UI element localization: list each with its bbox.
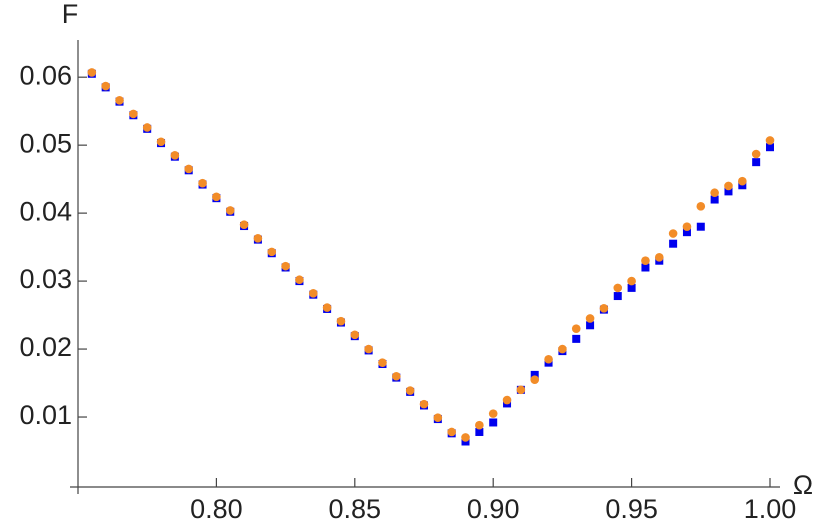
y-tick-label: 0.05	[19, 128, 72, 158]
point	[752, 158, 761, 167]
point	[654, 253, 664, 262]
point	[627, 283, 636, 292]
point	[184, 164, 194, 174]
y-tick-label: 0.04	[19, 196, 72, 226]
point	[530, 370, 539, 379]
point	[488, 409, 498, 418]
y-tick-label: 0.02	[19, 332, 72, 362]
point	[364, 344, 373, 354]
x-tick-label: 0.85	[329, 494, 382, 524]
point	[419, 399, 429, 409]
point	[129, 109, 138, 119]
point	[738, 176, 747, 186]
point	[392, 371, 401, 381]
point	[295, 275, 304, 285]
point	[613, 283, 623, 293]
point	[350, 330, 360, 340]
point	[239, 220, 249, 229]
point	[502, 395, 512, 405]
point	[115, 95, 124, 105]
point	[101, 81, 110, 91]
point	[627, 276, 636, 286]
point	[378, 358, 387, 367]
point	[142, 123, 152, 132]
point	[669, 239, 678, 248]
x-axis-label: Ω	[793, 470, 813, 500]
point	[475, 427, 484, 436]
point	[322, 303, 332, 312]
point	[489, 418, 498, 427]
point	[682, 222, 692, 232]
point	[641, 263, 650, 272]
point	[724, 187, 733, 196]
point	[710, 188, 719, 198]
point	[308, 289, 318, 298]
x-tick-label: 0.90	[467, 494, 520, 524]
x-tick-label: 0.80	[190, 494, 243, 524]
point	[613, 292, 622, 301]
point	[641, 256, 650, 266]
point	[751, 149, 761, 159]
point	[586, 321, 595, 330]
point	[571, 324, 581, 333]
point	[405, 386, 415, 395]
y-tick-label: 0.06	[19, 60, 72, 90]
point	[558, 344, 567, 354]
point	[212, 192, 221, 202]
point	[765, 136, 775, 145]
point	[668, 229, 678, 238]
point	[461, 433, 470, 442]
point	[724, 181, 733, 191]
point	[281, 261, 290, 271]
point	[766, 143, 774, 152]
point	[170, 151, 180, 160]
point	[696, 222, 705, 231]
point	[710, 195, 719, 204]
y-tick-label: 0.01	[19, 400, 72, 430]
x-tick-label: 1.00	[744, 494, 797, 524]
point	[530, 375, 540, 384]
point	[516, 385, 526, 395]
y-axis-label: F	[62, 0, 79, 29]
point	[198, 178, 207, 188]
point	[253, 233, 263, 243]
point	[475, 420, 484, 430]
x-tick-label: 0.95	[605, 494, 658, 524]
point	[433, 413, 443, 423]
point	[447, 427, 456, 437]
point	[225, 206, 235, 215]
point	[696, 202, 706, 211]
point	[544, 354, 553, 364]
point	[572, 334, 581, 343]
point	[336, 316, 346, 326]
point	[585, 314, 595, 323]
point	[599, 303, 609, 313]
point	[682, 228, 691, 237]
point	[87, 68, 97, 77]
point	[156, 137, 166, 147]
y-tick-label: 0.03	[19, 264, 72, 294]
point	[267, 247, 277, 257]
